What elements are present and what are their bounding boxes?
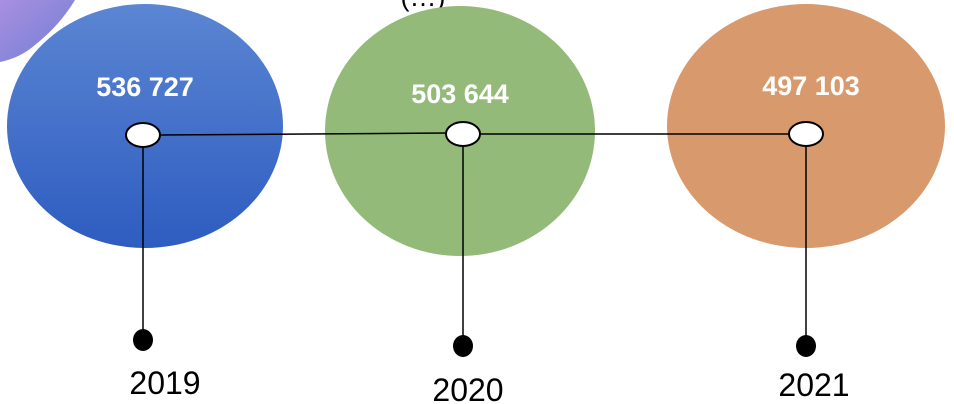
end-dot-2021 bbox=[796, 335, 816, 357]
end-dot-2020 bbox=[453, 335, 473, 357]
end-dot-2019 bbox=[133, 329, 153, 351]
node-marker-2021 bbox=[788, 121, 824, 147]
corner-accent-shape bbox=[0, 0, 75, 62]
value-label-2019: 536 727 bbox=[96, 72, 194, 102]
year-label-2020: 2020 bbox=[432, 372, 503, 404]
year-label-2021: 2021 bbox=[778, 367, 849, 403]
node-marker-2020 bbox=[445, 121, 481, 147]
node-marker-2019 bbox=[125, 122, 161, 148]
value-label-2020: 503 644 bbox=[411, 79, 509, 109]
year-label-2019: 2019 bbox=[129, 365, 200, 401]
connector-line-2019-2020 bbox=[159, 132, 448, 136]
value-label-2021: 497 103 bbox=[762, 71, 860, 101]
